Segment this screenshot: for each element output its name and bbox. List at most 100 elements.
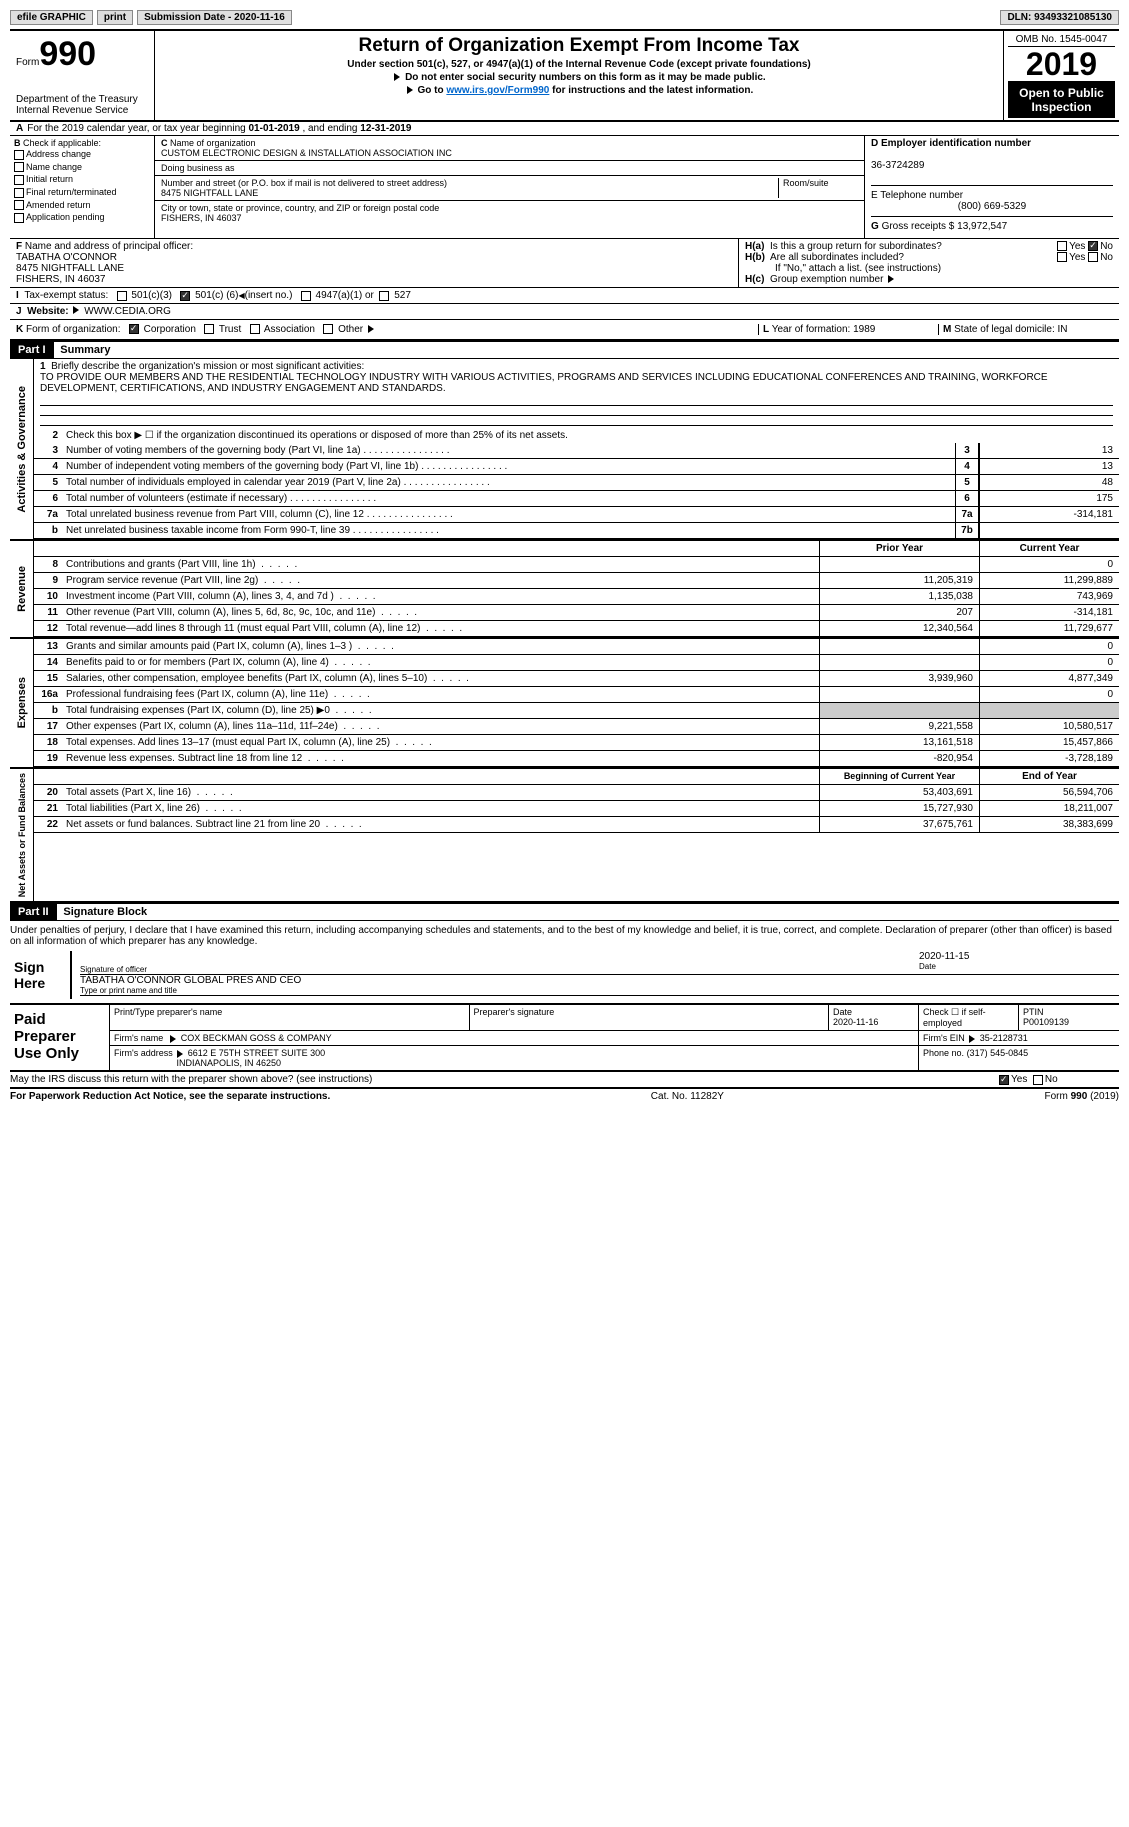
side-label-gov: Activities & Governance <box>14 382 30 517</box>
org-corp[interactable] <box>129 324 139 334</box>
arrow-icon <box>177 1050 183 1058</box>
part2-header: Part II Signature Block <box>10 903 1119 921</box>
line-7a: 7aTotal unrelated business revenue from … <box>34 507 1119 523</box>
website-url: WWW.CEDIA.ORG <box>84 306 171 317</box>
expenses-block: Expenses 13Grants and similar amounts pa… <box>10 639 1119 769</box>
line-18: 18Total expenses. Add lines 13–17 (must … <box>34 735 1119 751</box>
efile-label[interactable]: efile GRAPHIC <box>10 10 93 25</box>
tax-year: 2019 <box>1008 47 1115 82</box>
line-9: 9Program service revenue (Part VIII, lin… <box>34 573 1119 589</box>
ha-no[interactable] <box>1088 241 1098 251</box>
form-label: Form <box>16 57 39 68</box>
line-20: 20Total assets (Part X, line 16) . . . .… <box>34 785 1119 801</box>
discuss-yes[interactable] <box>999 1075 1009 1085</box>
tax-exempt-status: I Tax-exempt status: 501(c)(3) 501(c) (6… <box>10 288 1119 304</box>
form-of-org-row: K Form of organization: Corporation Trus… <box>10 320 1119 341</box>
line-3: 3Number of voting members of the governi… <box>34 443 1119 459</box>
submission-date-box: Submission Date - 2020-11-16 <box>137 10 292 25</box>
line-4: 4Number of independent voting members of… <box>34 459 1119 475</box>
org-other[interactable] <box>323 324 333 334</box>
open-public-label: Open to Public Inspection <box>1008 82 1115 118</box>
line-10: 10Investment income (Part VIII, column (… <box>34 589 1119 605</box>
year-formation: 1989 <box>853 324 875 335</box>
entity-section: B Check if applicable: Address change Na… <box>10 136 1119 239</box>
line-19: 19Revenue less expenses. Subtract line 1… <box>34 751 1119 767</box>
omb-number: OMB No. 1545-0047 <box>1008 33 1115 47</box>
ein-value: 36-3724289 <box>871 160 924 171</box>
arrow-icon <box>368 325 374 333</box>
paid-preparer-block: Paid Preparer Use Only Print/Type prepar… <box>10 1003 1119 1072</box>
dept-label: Department of the Treasury Internal Reve… <box>16 94 148 116</box>
form-header: Form990 Department of the Treasury Inter… <box>10 29 1119 122</box>
arrow-icon <box>73 306 79 314</box>
line-b: bTotal fundraising expenses (Part IX, co… <box>34 703 1119 719</box>
firm-name: COX BECKMAN GOSS & COMPANY <box>181 1033 332 1043</box>
signature-block: Under penalties of perjury, I declare th… <box>10 921 1119 1003</box>
ha-yes[interactable] <box>1057 241 1067 251</box>
revenue-header: Prior Year Current Year <box>34 541 1119 557</box>
firm-ein: 35-2128731 <box>980 1033 1028 1043</box>
check-name-change[interactable]: Name change <box>14 161 150 174</box>
org-trust[interactable] <box>204 324 214 334</box>
status-527[interactable] <box>379 291 389 301</box>
phone-value: (800) 669-5329 <box>871 201 1113 212</box>
side-label-exp: Expenses <box>14 673 30 732</box>
revenue-block: Revenue Prior Year Current Year 8Contrib… <box>10 541 1119 639</box>
street-address: 8475 NIGHTFALL LANE <box>161 188 778 198</box>
net-assets-block: Net Assets or Fund Balances Beginning of… <box>10 769 1119 903</box>
line-11: 11Other revenue (Part VIII, column (A), … <box>34 605 1119 621</box>
perjury-declaration: Under penalties of perjury, I declare th… <box>10 925 1119 947</box>
irs-discuss-row: May the IRS discuss this return with the… <box>10 1072 1119 1089</box>
toolbar: efile GRAPHIC print Submission Date - 20… <box>10 8 1119 29</box>
ptin-value: P00109139 <box>1023 1017 1069 1027</box>
line-14: 14Benefits paid to or for members (Part … <box>34 655 1119 671</box>
website-row: J Website: WWW.CEDIA.ORG <box>10 304 1119 320</box>
arrow-icon <box>969 1035 975 1043</box>
sign-here-label: Sign Here <box>10 951 70 999</box>
status-501c3[interactable] <box>117 291 127 301</box>
status-501c[interactable] <box>180 291 190 301</box>
officer-section: F Name and address of principal officer:… <box>10 239 1119 288</box>
line-6: 6Total number of volunteers (estimate if… <box>34 491 1119 507</box>
form-title: Return of Organization Exempt From Incom… <box>161 35 997 57</box>
line-5: 5Total number of individuals employed in… <box>34 475 1119 491</box>
status-4947[interactable] <box>301 291 311 301</box>
org-name: CUSTOM ELECTRONIC DESIGN & INSTALLATION … <box>161 148 858 158</box>
line-21: 21Total liabilities (Part X, line 26) . … <box>34 801 1119 817</box>
line-8: 8Contributions and grants (Part VIII, li… <box>34 557 1119 573</box>
subtitle: Under section 501(c), 527, or 4947(a)(1)… <box>161 59 997 70</box>
side-label-net: Net Assets or Fund Balances <box>15 769 29 901</box>
side-label-rev: Revenue <box>14 562 30 616</box>
line-15: 15Salaries, other compensation, employee… <box>34 671 1119 687</box>
dln-box: DLN: 93493321085130 <box>1000 10 1119 25</box>
print-button[interactable]: print <box>97 10 133 25</box>
instructions-link[interactable]: www.irs.gov/Form990 <box>446 85 549 96</box>
org-assoc[interactable] <box>250 324 260 334</box>
officer-name-title: TABATHA O'CONNOR GLOBAL PRES AND CEO <box>80 975 1119 986</box>
arrow-icon <box>170 1035 176 1043</box>
check-final-return[interactable]: Final return/terminated <box>14 186 150 199</box>
check-initial-return[interactable]: Initial return <box>14 173 150 186</box>
ein-label: D Employer identification number <box>871 138 1031 149</box>
check-pending[interactable]: Application pending <box>14 211 150 224</box>
firm-address: 6612 E 75TH STREET SUITE 300 <box>188 1048 325 1058</box>
line-16a: 16aProfessional fundraising fees (Part I… <box>34 687 1119 703</box>
line-13: 13Grants and similar amounts paid (Part … <box>34 639 1119 655</box>
net-header: Beginning of Current Year End of Year <box>34 769 1119 785</box>
check-address-change[interactable]: Address change <box>14 148 150 161</box>
check-amended[interactable]: Amended return <box>14 199 150 212</box>
city-state-zip: FISHERS, IN 46037 <box>161 213 858 223</box>
form-number: 990 <box>39 35 96 73</box>
hb-yes[interactable] <box>1057 252 1067 262</box>
page-footer: For Paperwork Reduction Act Notice, see … <box>10 1089 1119 1104</box>
arrow-icon <box>888 275 894 283</box>
hb-no[interactable] <box>1088 252 1098 262</box>
activities-governance-block: Activities & Governance 1 Briefly descri… <box>10 359 1119 541</box>
line-b: bNet unrelated business taxable income f… <box>34 523 1119 539</box>
line-22: 22Net assets or fund balances. Subtract … <box>34 817 1119 833</box>
arrow-icon <box>394 73 400 81</box>
line-12: 12Total revenue—add lines 8 through 11 (… <box>34 621 1119 637</box>
state-domicile: IN <box>1058 324 1068 335</box>
officer-name: TABATHA O'CONNOR <box>16 252 117 263</box>
discuss-no[interactable] <box>1033 1075 1043 1085</box>
